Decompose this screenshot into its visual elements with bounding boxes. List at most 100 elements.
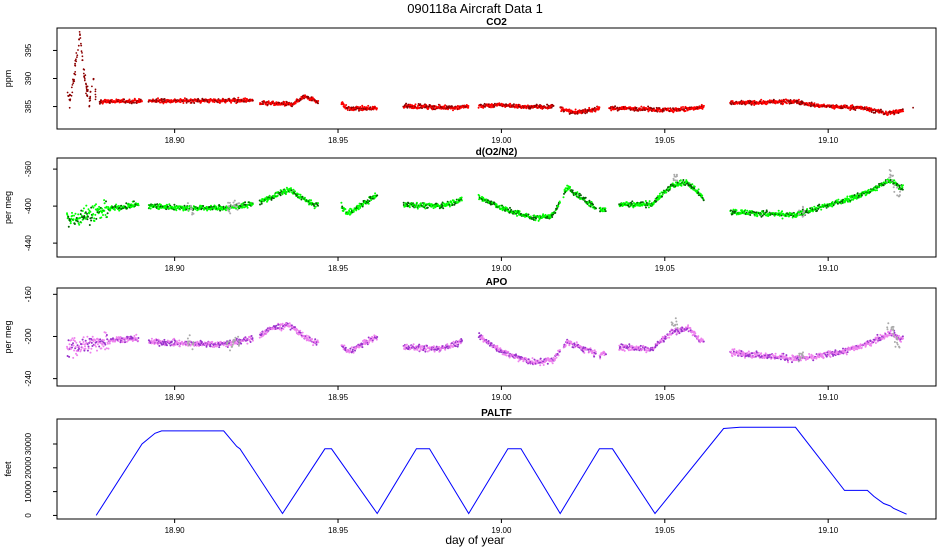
data-point xyxy=(423,347,426,350)
data-point xyxy=(72,218,75,221)
data-point xyxy=(311,99,313,102)
data-point xyxy=(549,217,552,219)
data-point xyxy=(119,341,122,344)
data-point xyxy=(467,106,470,109)
data-point xyxy=(82,207,85,210)
data-point xyxy=(278,328,281,331)
data-point xyxy=(550,106,553,109)
y-tick-label: -160 xyxy=(24,286,33,303)
data-point xyxy=(375,338,378,341)
data-point xyxy=(280,329,283,332)
flagged-point xyxy=(673,173,676,176)
data-point xyxy=(134,337,137,339)
data-point xyxy=(541,216,544,219)
x-tick-label: 19.00 xyxy=(491,264,512,273)
data-point xyxy=(454,345,457,348)
data-point xyxy=(74,64,77,67)
data-point xyxy=(103,339,105,342)
flagged-point xyxy=(803,209,806,212)
data-point xyxy=(86,90,89,92)
x-tick-label: 19.10 xyxy=(818,264,839,273)
data-point xyxy=(347,212,350,214)
data-point xyxy=(227,344,230,347)
data-point xyxy=(260,333,263,335)
data-point xyxy=(782,102,785,105)
data-point xyxy=(179,208,182,211)
data-point xyxy=(340,201,343,204)
data-point xyxy=(79,350,82,353)
data-point xyxy=(104,214,107,216)
data-point xyxy=(303,334,306,337)
data-point xyxy=(313,205,316,207)
data-point xyxy=(157,338,160,341)
data-point xyxy=(813,102,816,105)
data-point xyxy=(313,207,316,210)
flagged-point xyxy=(893,184,896,187)
data-point xyxy=(193,102,196,104)
data-point xyxy=(74,71,77,73)
data-point xyxy=(344,208,347,211)
data-point xyxy=(80,42,82,45)
data-point xyxy=(345,104,348,106)
data-point xyxy=(222,344,225,347)
data-point xyxy=(202,205,205,207)
data-point xyxy=(71,91,74,94)
data-point xyxy=(281,322,284,325)
data-point xyxy=(478,332,481,335)
data-point xyxy=(92,340,95,343)
data-point xyxy=(260,200,263,203)
data-point xyxy=(518,210,521,213)
data-point xyxy=(457,343,460,346)
data-point xyxy=(418,343,421,346)
data-point xyxy=(294,102,297,105)
data-point xyxy=(559,201,561,204)
data-point xyxy=(117,336,120,339)
data-point xyxy=(103,199,106,202)
y-axis-label: per meg xyxy=(3,191,13,224)
data-point xyxy=(631,200,634,203)
data-point xyxy=(89,217,92,220)
data-point xyxy=(97,338,100,341)
data-point xyxy=(163,98,166,100)
data-point xyxy=(266,103,269,106)
data-point xyxy=(762,210,765,212)
data-point xyxy=(367,202,370,205)
data-point xyxy=(93,344,96,347)
data-point xyxy=(599,206,602,209)
flagged-point xyxy=(899,190,901,193)
x-tick-label: 19.05 xyxy=(655,264,676,273)
data-point xyxy=(417,345,420,348)
data-point xyxy=(348,351,351,354)
data-point xyxy=(818,203,821,206)
data-point xyxy=(423,202,426,205)
data-point xyxy=(561,106,564,109)
data-point xyxy=(84,78,86,80)
data-point xyxy=(95,341,98,343)
data-point xyxy=(104,343,107,346)
data-point xyxy=(458,199,461,202)
data-point xyxy=(288,322,291,325)
data-point xyxy=(113,208,116,211)
data-point xyxy=(73,223,76,225)
data-point xyxy=(105,205,108,208)
x-tick-label: 19.00 xyxy=(491,136,512,145)
data-point xyxy=(199,344,202,346)
data-point xyxy=(376,336,379,338)
data-point xyxy=(251,337,254,340)
data-point xyxy=(529,215,532,218)
data-point xyxy=(359,205,362,208)
flagged-point xyxy=(235,205,238,208)
data-point xyxy=(116,337,119,340)
data-point xyxy=(94,93,97,96)
data-point xyxy=(92,78,95,81)
data-point xyxy=(658,107,661,110)
flagged-point xyxy=(226,208,229,211)
data-point xyxy=(103,209,106,212)
data-point xyxy=(352,210,355,213)
data-point xyxy=(749,214,752,216)
data-point xyxy=(250,335,253,337)
data-point xyxy=(647,105,650,108)
data-point xyxy=(96,343,99,346)
